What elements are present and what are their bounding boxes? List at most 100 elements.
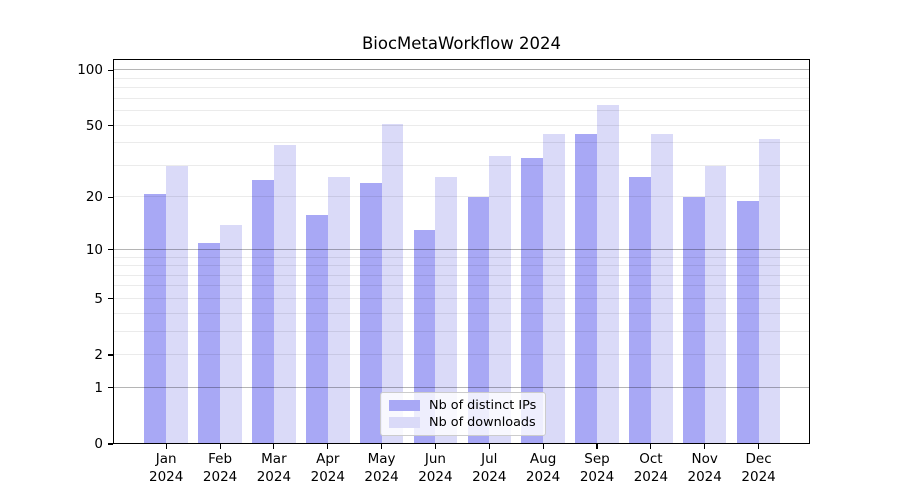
x-axis-tick — [273, 444, 275, 449]
bar-downloads-nov — [704, 165, 727, 444]
bar-distinct-ips-oct — [629, 177, 651, 444]
bar-distinct-ips-jun — [413, 230, 436, 444]
bar-distinct-ips-dec — [736, 201, 759, 444]
bar-downloads-jan — [166, 165, 188, 444]
y-axis-tick-label: 1 — [94, 379, 103, 396]
x-axis-tick-label-feb: Feb 2024 — [203, 451, 237, 486]
minor-gridline — [113, 77, 810, 79]
x-axis-tick — [596, 444, 598, 449]
year-label: 2024 — [687, 468, 722, 485]
month-label: Nov — [691, 451, 718, 467]
y-axis-tick — [108, 125, 113, 127]
minor-gridline — [113, 97, 810, 99]
minor-gridline — [113, 142, 810, 144]
y-axis-tick — [108, 354, 113, 356]
legend-label-distinct-ips: Nb of distinct IPs — [429, 397, 537, 413]
chart-title: BiocMetaWorkflow 2024 — [361, 34, 562, 53]
year-label: 2024 — [633, 468, 669, 485]
bar-downloads-aug — [543, 133, 565, 444]
x-axis-tick-label-sep: Sep 2024 — [580, 451, 614, 486]
bar-distinct-ips-apr — [305, 214, 328, 444]
plot-area: 0 1 2 5 10 20 50 100 Jan 2024 Feb 2024 Mar 2024 Apr 202… — [77, 59, 810, 485]
y-axis-tick — [108, 69, 113, 71]
bar-downloads-sep — [597, 104, 619, 444]
bar-downloads-apr — [327, 177, 350, 444]
year-label: 2024 — [256, 468, 292, 485]
bar-downloads-may — [381, 124, 404, 444]
bar-distinct-ips-feb — [198, 242, 221, 444]
y-axis-tick-label: 50 — [85, 117, 103, 134]
x-axis-tick-label-oct: Oct 2024 — [634, 451, 668, 486]
legend-item-distinct-ips: Nb of distinct IPs — [389, 398, 536, 413]
bar-distinct-ips-sep — [575, 133, 597, 444]
legend-item-downloads: Nb of downloads — [389, 415, 536, 430]
x-axis-tick-label-jul: Jul 2024 — [472, 451, 506, 486]
bar-downloads-feb — [220, 224, 242, 444]
minor-gridline — [113, 87, 810, 89]
month-label: Feb — [208, 451, 233, 467]
x-axis-tick — [381, 444, 383, 449]
year-label: 2024 — [149, 468, 184, 485]
year-label: 2024 — [525, 468, 561, 485]
bar-downloads-oct — [650, 133, 673, 444]
bar-downloads-mar — [273, 145, 296, 444]
x-axis-tick — [704, 444, 706, 449]
x-axis-tick — [488, 444, 490, 449]
y-axis-tick-label: 5 — [94, 290, 103, 307]
x-axis-tick — [650, 444, 652, 449]
month-label: Jan — [155, 451, 177, 467]
bar-downloads-dec — [758, 139, 781, 444]
minor-gridline — [113, 110, 810, 112]
x-axis-tick-label-jun: Jun 2024 — [418, 451, 452, 486]
month-label: Oct — [639, 451, 663, 467]
bar-distinct-ips-nov — [682, 197, 705, 444]
y-axis-tick-label: 10 — [85, 241, 103, 258]
y-axis-tick — [108, 387, 113, 389]
x-axis-tick — [542, 444, 544, 449]
legend-label-downloads: Nb of downloads — [429, 415, 536, 431]
bar-distinct-ips-mar — [252, 180, 274, 444]
year-label: 2024 — [310, 468, 345, 485]
x-axis-tick — [758, 444, 760, 449]
month-label: Jun — [424, 451, 446, 467]
month-label: Dec — [745, 451, 772, 467]
legend-swatch-downloads — [389, 417, 420, 429]
x-axis-tick-label-mar: Mar 2024 — [257, 451, 291, 486]
month-label: Sep — [584, 451, 610, 467]
x-axis-tick-label-aug: Aug 2024 — [526, 451, 560, 486]
year-label: 2024 — [472, 468, 507, 485]
bar-distinct-ips-may — [359, 183, 382, 444]
y-axis-tick — [108, 443, 113, 445]
x-axis-tick-label-apr: Apr 2024 — [311, 451, 345, 486]
x-axis-tick-label-jan: Jan 2024 — [149, 451, 183, 486]
y-axis-tick-label: 20 — [85, 189, 103, 206]
bar-downloads-jun — [435, 177, 458, 444]
year-label: 2024 — [741, 468, 776, 485]
year-label: 2024 — [579, 468, 615, 485]
y-axis-tick — [108, 196, 113, 198]
y-axis-tick — [108, 249, 113, 251]
legend: Nb of distinct IPs Nb of downloads — [380, 392, 547, 436]
x-axis-tick-label-nov: Nov 2024 — [688, 451, 722, 486]
month-label: Mar — [261, 451, 287, 467]
bar-downloads-jul — [489, 156, 512, 444]
x-axis-tick — [165, 444, 167, 449]
month-label: Aug — [529, 451, 557, 467]
x-axis-tick — [327, 444, 329, 449]
minor-gridline — [113, 124, 810, 126]
x-axis-tick — [219, 444, 221, 449]
y-axis-tick-label: 2 — [94, 347, 103, 363]
y-axis-tick — [108, 298, 113, 300]
x-axis-tick — [434, 444, 436, 449]
year-label: 2024 — [418, 468, 453, 485]
month-label: Apr — [316, 451, 340, 467]
x-axis-tick-label-may: May 2024 — [364, 451, 398, 486]
month-label: May — [367, 451, 396, 467]
month-label: Jul — [481, 451, 498, 467]
y-axis-tick-label: 100 — [77, 62, 103, 79]
x-axis-tick-label-dec: Dec 2024 — [741, 451, 775, 486]
y-axis-tick-label: 0 — [94, 436, 103, 452]
legend-swatch-distinct-ips — [389, 399, 420, 411]
bar-distinct-ips-jul — [467, 197, 490, 444]
